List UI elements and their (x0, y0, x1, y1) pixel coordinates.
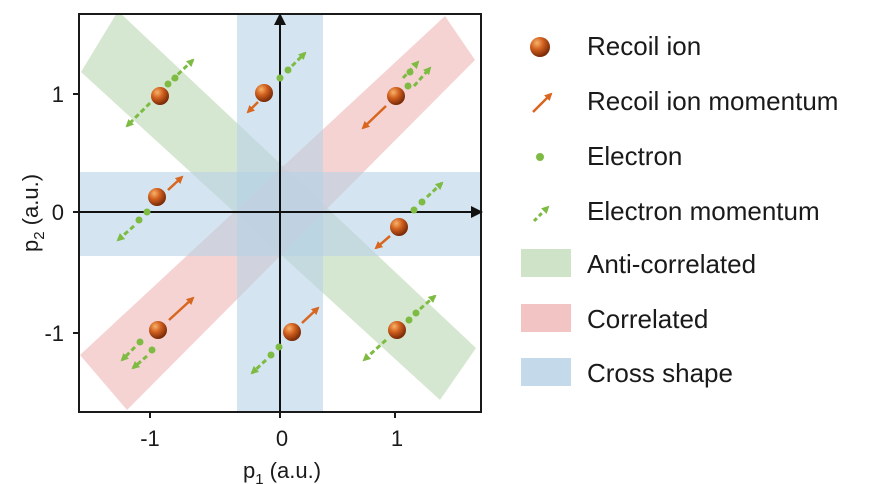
anti-correlated-swatch-icon (521, 249, 571, 277)
electron (136, 338, 144, 346)
electron (284, 66, 292, 74)
x-axis-label: p1 (a.u.) (243, 458, 321, 484)
electron-momentum-arrow (125, 101, 152, 128)
legend-item-correlated: Correlated (515, 298, 875, 338)
legend-label: Correlated (587, 304, 709, 334)
electron-momentum-arrow (250, 358, 268, 375)
electron (412, 309, 420, 317)
recoil-ion (148, 188, 166, 206)
electron (404, 82, 412, 90)
legend-item-cross-shape: Cross shape (515, 352, 875, 392)
electron-momentum-arrow (120, 345, 137, 362)
electron-momentum-arrow (425, 181, 444, 199)
electron (410, 206, 418, 214)
particle-groups (116, 51, 444, 375)
electron-momentum-arrow (362, 338, 388, 362)
recoil-ion-momentum-arrow (167, 175, 184, 191)
electron-momentum-arrow (131, 354, 148, 370)
recoil-ion (283, 323, 301, 341)
legend-item-recoil-ion: Recoil ion (515, 25, 875, 65)
recoil-ion-momentum-icon (532, 92, 553, 113)
recoil-ion (255, 84, 273, 102)
recoil-ion-icon (530, 37, 550, 57)
y-tick-label: -1 (44, 321, 64, 346)
x-tick-label: 1 (391, 426, 403, 451)
y-axis-label: p2 (a.u.) (18, 174, 48, 252)
recoil-ion (387, 87, 405, 105)
x-tick-label: 0 (276, 426, 288, 451)
legend-label: Electron (587, 141, 683, 171)
y-tick-label: 1 (52, 82, 64, 107)
recoil-ion-momentum-arrow (361, 105, 387, 130)
legend-item-electron: Electron (515, 135, 875, 175)
electron-momentum-arrow (116, 224, 135, 242)
legend-label: Electron momentum (587, 196, 820, 226)
recoil-ion (390, 218, 408, 236)
recoil-ion-momentum-arrow (301, 306, 320, 324)
legend-label: Cross shape (587, 358, 733, 388)
cross-shape-swatch-icon (521, 358, 571, 386)
recoil-ion (149, 321, 167, 339)
y-tick-label: 0 (52, 200, 64, 225)
electron (143, 208, 151, 216)
electron (418, 198, 426, 206)
recoil-ion (151, 87, 169, 105)
electron-momentum-arrow (401, 60, 420, 80)
recoil-ion-momentum-arrow (246, 101, 259, 114)
recoil-ion (388, 321, 406, 339)
electron (171, 74, 179, 82)
legend-label: Recoil ion (587, 31, 702, 61)
electron (276, 74, 284, 82)
electron-momentum-arrow (419, 294, 437, 311)
recoil-ion-momentum-arrow (374, 235, 391, 250)
electron (164, 80, 172, 88)
electron (267, 351, 275, 359)
electron-icon (536, 153, 544, 161)
legend-label: Recoil ion momentum (587, 86, 839, 116)
electron-momentum-arrow (412, 66, 432, 87)
correlated-swatch-icon (521, 304, 571, 332)
x-tick-label: -1 (140, 426, 160, 451)
legend-label: Anti-correlated (587, 249, 757, 279)
legend-item-electron-momentum: Electron momentum (515, 190, 875, 230)
electron (135, 216, 143, 224)
electron (148, 346, 156, 354)
legend-item-anti-correlated: Anti-correlated (515, 243, 875, 283)
recoil-ion-momentum-arrow (168, 296, 195, 321)
electron (275, 343, 283, 351)
electron (405, 316, 413, 324)
legend-item-recoil-ion-momentum: Recoil ion momentum (515, 80, 875, 120)
electron-momentum-arrow (290, 51, 307, 68)
electron-momentum-icon (532, 205, 550, 223)
